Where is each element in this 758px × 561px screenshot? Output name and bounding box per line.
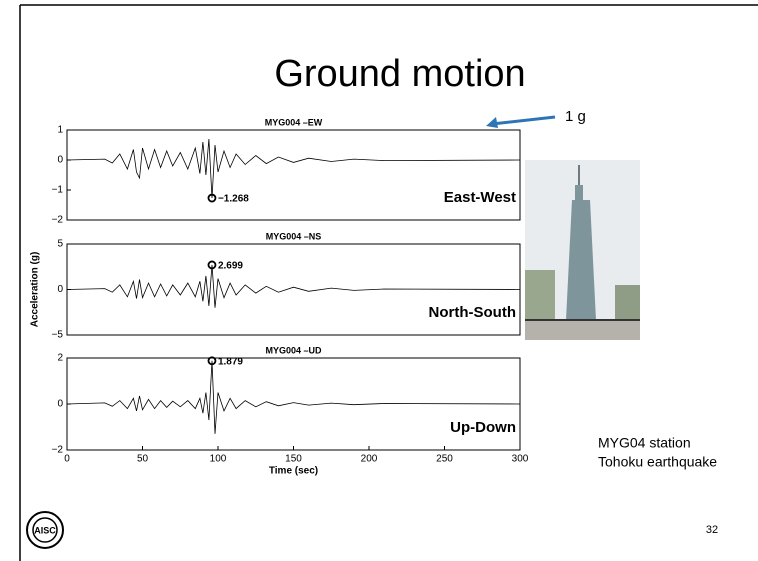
y-axis-label: Acceleration (g) bbox=[30, 252, 41, 328]
y-tick-label: −5 bbox=[52, 330, 64, 341]
x-tick-label: 200 bbox=[361, 454, 378, 465]
peak-label: 1.879 bbox=[218, 356, 243, 367]
page-number: 32 bbox=[706, 524, 718, 536]
y-tick-label: −1 bbox=[52, 185, 64, 196]
peak-label: 2.699 bbox=[218, 261, 243, 272]
arrow bbox=[492, 117, 555, 124]
component-label: East-West bbox=[444, 189, 516, 206]
slide: Ground motion 1 g MYG04 station Tohoku e… bbox=[0, 0, 758, 561]
svg-text:AISC: AISC bbox=[34, 525, 56, 535]
slide-title: Ground motion bbox=[274, 53, 525, 95]
x-tick-label: 300 bbox=[512, 454, 529, 465]
x-tick-label: 250 bbox=[436, 454, 453, 465]
y-tick-label: 5 bbox=[57, 239, 63, 250]
chart-title: MYG004 –EW bbox=[265, 117, 323, 127]
caption: MYG04 station bbox=[598, 435, 691, 451]
component-label: North-South bbox=[429, 304, 516, 321]
plot-frame bbox=[67, 130, 520, 220]
x-tick-label: 50 bbox=[137, 454, 149, 465]
x-tick-label: 0 bbox=[64, 454, 70, 465]
x-tick-label: 100 bbox=[210, 454, 227, 465]
component-label: Up-Down bbox=[450, 419, 516, 436]
chart-title: MYG004 –UD bbox=[265, 345, 322, 355]
caption: Tohoku earthquake bbox=[598, 454, 717, 470]
x-axis-label: Time (sec) bbox=[269, 466, 318, 477]
arrow-head bbox=[486, 117, 498, 128]
logo: AISC bbox=[27, 512, 63, 548]
y-tick-label: 2 bbox=[57, 353, 63, 364]
y-tick-label: −2 bbox=[52, 445, 64, 456]
y-tick-label: 1 bbox=[57, 125, 63, 136]
waveform bbox=[67, 265, 520, 308]
chart-title: MYG004 –NS bbox=[266, 231, 322, 241]
peak-label: −1.268 bbox=[218, 194, 249, 205]
note: 1 g bbox=[565, 108, 586, 125]
building-photo bbox=[525, 160, 640, 340]
y-tick-label: 0 bbox=[57, 284, 63, 295]
x-tick-label: 150 bbox=[285, 454, 302, 465]
y-tick-label: 0 bbox=[57, 155, 63, 166]
y-tick-label: 0 bbox=[57, 399, 63, 410]
y-tick-label: −2 bbox=[52, 215, 64, 226]
